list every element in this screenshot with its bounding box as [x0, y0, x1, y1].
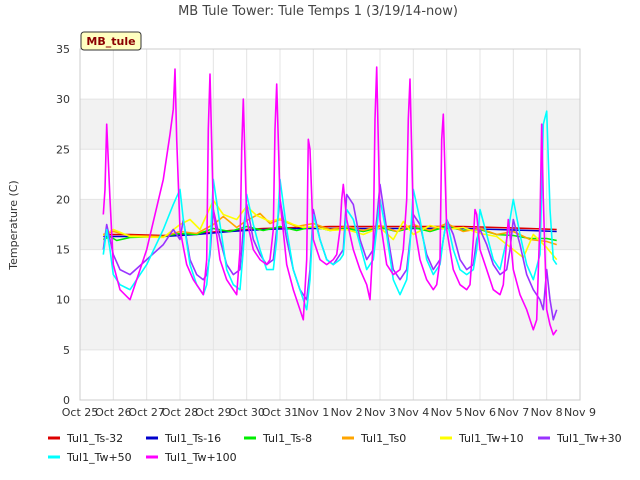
chart-title: MB Tule Tower: Tule Temps 1 (3/19/14-now…: [178, 4, 458, 19]
legend-item-label: Tul1_Tw+30: [556, 432, 622, 445]
grid-band: [80, 99, 580, 150]
x-tick-label: Oct 31: [262, 406, 299, 419]
x-tick-label: Oct 25: [62, 406, 99, 419]
y-tick-label: 30: [56, 93, 70, 106]
station-badge: MB_tule: [80, 31, 142, 51]
y-tick-label: 0: [63, 394, 70, 407]
x-tick-label: Nov 2: [331, 406, 363, 419]
series-line-Tul1_Tw+100: [102, 66, 558, 336]
y-tick-label: 35: [56, 43, 70, 56]
grid-band: [80, 199, 580, 250]
series-line-Tul1_Ts0: [103, 212, 557, 246]
x-tick-label: Nov 4: [397, 406, 429, 419]
series-line-Tul1_Tw+10: [102, 199, 558, 261]
x-tick-label: Nov 8: [531, 406, 563, 419]
x-tick-label: Nov 7: [497, 406, 529, 419]
x-tick-label: Nov 6: [464, 406, 496, 419]
legend-item-label: Tul1_Ts0: [360, 432, 406, 445]
plot-border: [79, 48, 581, 401]
x-tick-label: Nov 1: [297, 406, 329, 419]
x-tick-label: Oct 30: [228, 406, 265, 419]
legend-item-label: Tul1_Tw+100: [164, 451, 237, 464]
y-tick-label: 20: [56, 193, 70, 206]
y-axis-ticks: 0 5 10 15 20 25 30 35: [56, 43, 70, 407]
legend-item-label: Tul1_Ts-8: [262, 432, 312, 445]
legend-item-label: Tul1_Tw+10: [458, 432, 524, 445]
y-axis-label: Temperature (C): [7, 180, 20, 270]
x-tick-label: Nov 9: [564, 406, 596, 419]
grid-band: [80, 299, 580, 350]
x-tick-label: Oct 29: [195, 406, 232, 419]
legend-item-label: Tul1_Tw+50: [66, 451, 132, 464]
legend: Tul1_Ts-32 Tul1_Ts-16 Tul1_Ts-8 Tul1_Ts0 Tul…: [48, 432, 622, 464]
legend-item-label: Tul1_Ts-32: [66, 432, 123, 445]
y-tick-label: 25: [56, 143, 70, 156]
x-tick-label: Oct 26: [95, 406, 132, 419]
series-layer: [102, 66, 558, 336]
x-tick-label: Nov 5: [431, 406, 463, 419]
x-tick-label: Nov 3: [364, 406, 396, 419]
y-tick-label: 10: [56, 294, 70, 307]
x-tick-label: Oct 28: [162, 406, 199, 419]
y-tick-label: 5: [63, 344, 70, 357]
x-tick-label: Oct 27: [128, 406, 165, 419]
y-tick-label: 15: [56, 244, 70, 257]
station-badge-box: [80, 31, 142, 51]
station-label: MB_tule: [86, 35, 135, 48]
legend-item-label: Tul1_Ts-16: [164, 432, 221, 445]
grid-bands: [80, 99, 580, 350]
